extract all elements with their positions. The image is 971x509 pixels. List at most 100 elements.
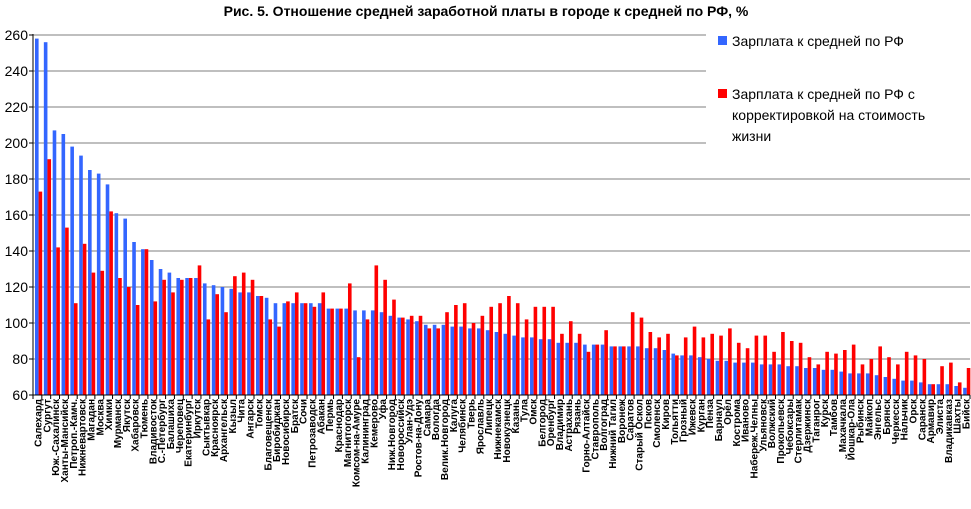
bar-series1 [344,308,348,395]
x-tick-label: Дзержинск [802,398,813,453]
bar-series1 [406,319,410,395]
bar-series2 [277,326,281,395]
x-tick-label: Волгоград [599,398,610,450]
bar-series2 [542,306,547,395]
x-tick-label: Сочи [299,399,310,424]
bar-series2 [533,306,538,395]
bar-series2 [613,346,617,395]
bar-series1 [459,326,463,395]
bar-series2 [666,333,670,395]
bar-series2 [568,321,573,395]
bar-series1 [247,292,251,395]
bar-series1 [503,333,508,395]
bar-series1 [397,317,402,395]
bar-series1 [830,369,835,395]
bar-series2 [383,279,387,395]
x-tick-label: Энгельс [873,399,884,440]
x-tick-label: Сыктывкар [201,399,212,456]
x-tick-label: Старый Оскол [635,399,646,471]
bar-series1 [839,371,844,395]
bar-series1 [777,364,782,395]
bar-series1 [954,386,958,395]
bar-series1 [759,364,764,395]
bar-series1 [574,342,578,395]
bar-series2 [657,337,661,395]
x-tick-label: Екатеринбург [183,399,195,467]
bar-series2 [878,346,882,395]
x-tick-label: Армавир [926,399,937,443]
bar-series2 [966,368,971,395]
bar-series1 [105,184,110,395]
bar-series1 [512,335,516,395]
legend-swatch-series2 [718,89,727,98]
bar-series2 [887,357,891,395]
bar-series1 [927,384,932,395]
bar-series2 [736,342,741,395]
x-tick-label: Ростов-на-Дону [414,399,425,478]
bar-series2 [577,333,582,395]
bar-series1 [724,360,729,395]
x-tick-label: Биробиджан [271,399,283,462]
bar-series1 [609,346,614,395]
x-tick-label: Химки [104,399,115,430]
bar-series1 [35,38,39,395]
x-tick-label: Прокопьевск [776,398,787,464]
x-tick-label: Комсом-на-Амуре [352,399,363,488]
bar-series2 [560,333,564,395]
bar-series2 [91,272,96,395]
x-tick-label: Петрозаводск [307,398,318,468]
bar-series2 [233,276,237,395]
bar-series2 [763,335,768,395]
x-tick-label: Оренбург [545,399,557,446]
bar-series2 [224,312,228,395]
bar-series1 [43,42,48,395]
bar-series2 [427,328,432,395]
bar-series2 [896,364,900,395]
x-tick-label: Элиста [935,399,946,435]
bar-series2 [781,332,785,395]
bar-series2 [754,335,759,395]
bar-series2 [126,287,131,395]
bar-series1 [644,348,649,395]
bar-series2 [639,317,644,395]
x-tick-label: Тула [520,399,531,423]
x-tick-label: Нижнекамск [493,398,504,459]
bar-series2 [144,249,149,395]
bar-series1 [530,337,534,395]
bar-series1 [697,357,702,395]
bar-series2 [745,348,750,395]
x-tick-label: Челябинск [457,398,469,453]
x-tick-label: Уфа [377,399,389,420]
bar-series1 [79,155,83,395]
bar-series2 [445,312,449,395]
y-tick-label: 220 [5,99,29,115]
x-tick-label: Пермь [325,399,336,431]
bar-series2 [630,312,635,395]
bar-series2 [241,272,246,395]
x-tick-label: Якутск [122,398,133,432]
bar-series2 [675,355,679,395]
bar-series1 [671,353,676,395]
x-tick-label: Балашиха [166,399,177,450]
bar-series1 [653,348,658,395]
x-tick-label: Владикавказ [944,399,955,463]
bar-series1 [353,310,357,395]
bar-series2 [551,306,555,395]
bar-series1 [706,359,711,395]
x-tick-label: Набереж.Челны [748,399,760,478]
bar-series2 [701,337,706,395]
x-tick-label: Кемерово [369,399,380,448]
legend-label-series2-line3: жизни [732,128,771,144]
bar-series1 [273,303,278,395]
bar-series1 [123,218,127,395]
bar-series1 [892,378,897,395]
x-tick-label: Псков [643,399,654,429]
x-tick-label: Москва [95,399,106,436]
x-tick-label: Горно-Алтайск [581,398,592,473]
x-tick-label: Таганрог [811,399,822,443]
axes [29,34,971,399]
legend-label-series2-line1: Зарплата к средней по РФ с [732,86,915,102]
bar-series1 [662,350,667,395]
bar-series1 [291,303,295,395]
bar-series2 [65,227,69,395]
